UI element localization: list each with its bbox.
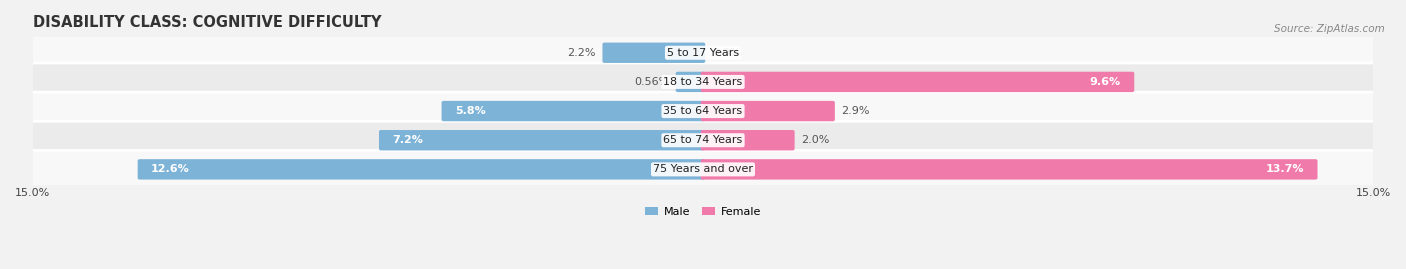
FancyBboxPatch shape	[700, 101, 835, 121]
FancyBboxPatch shape	[700, 130, 794, 150]
Text: 65 to 74 Years: 65 to 74 Years	[664, 135, 742, 145]
Text: 9.6%: 9.6%	[1090, 77, 1121, 87]
Text: 13.7%: 13.7%	[1265, 164, 1305, 174]
FancyBboxPatch shape	[602, 43, 706, 63]
Text: 2.2%: 2.2%	[567, 48, 596, 58]
Text: 7.2%: 7.2%	[392, 135, 423, 145]
Text: 2.0%: 2.0%	[801, 135, 830, 145]
FancyBboxPatch shape	[441, 101, 706, 121]
FancyBboxPatch shape	[700, 159, 1317, 180]
FancyBboxPatch shape	[700, 72, 1135, 92]
FancyBboxPatch shape	[25, 92, 1381, 130]
Text: DISABILITY CLASS: COGNITIVE DIFFICULTY: DISABILITY CLASS: COGNITIVE DIFFICULTY	[32, 15, 381, 30]
Text: 0.0%: 0.0%	[711, 48, 740, 58]
Text: 75 Years and over: 75 Years and over	[652, 164, 754, 174]
Text: Source: ZipAtlas.com: Source: ZipAtlas.com	[1274, 24, 1385, 34]
FancyBboxPatch shape	[138, 159, 706, 180]
FancyBboxPatch shape	[25, 34, 1381, 72]
Text: 2.9%: 2.9%	[842, 106, 870, 116]
FancyBboxPatch shape	[25, 150, 1381, 188]
Text: 0.56%: 0.56%	[634, 77, 669, 87]
FancyBboxPatch shape	[25, 121, 1381, 159]
FancyBboxPatch shape	[676, 72, 706, 92]
Text: 35 to 64 Years: 35 to 64 Years	[664, 106, 742, 116]
Text: 5 to 17 Years: 5 to 17 Years	[666, 48, 740, 58]
FancyBboxPatch shape	[380, 130, 706, 150]
Text: 18 to 34 Years: 18 to 34 Years	[664, 77, 742, 87]
Text: 12.6%: 12.6%	[150, 164, 190, 174]
FancyBboxPatch shape	[25, 63, 1381, 101]
Legend: Male, Female: Male, Female	[641, 203, 765, 221]
Text: 5.8%: 5.8%	[456, 106, 485, 116]
